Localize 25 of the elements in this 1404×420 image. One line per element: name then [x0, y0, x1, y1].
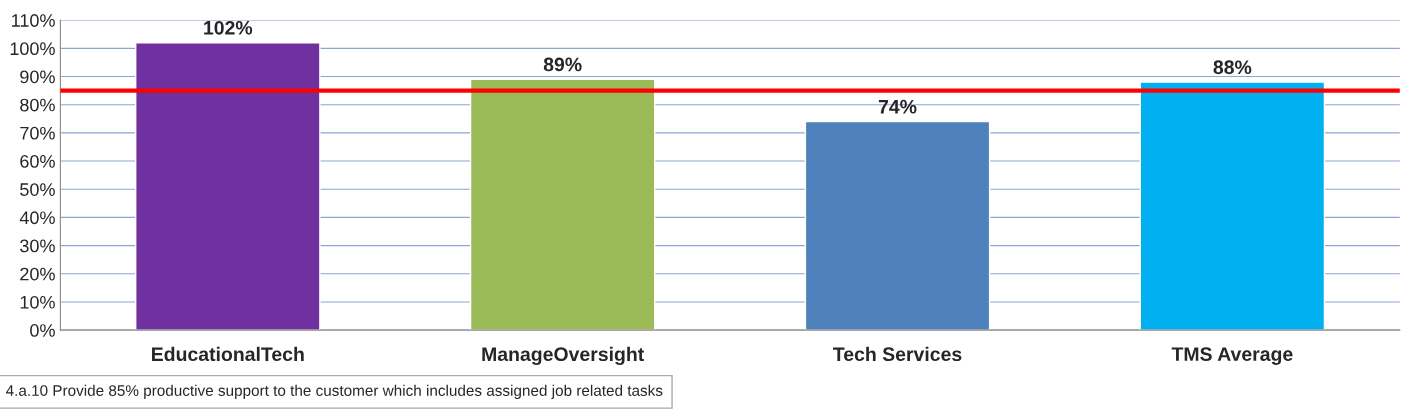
y-tick-label: 60% [20, 154, 55, 168]
bar [1139, 81, 1326, 331]
y-tick-label: 80% [20, 98, 55, 112]
bar [469, 78, 656, 331]
y-tick-label: 100% [10, 42, 55, 56]
data-label: 74% [878, 99, 917, 114]
x-tick-label: ManageOversight [482, 346, 644, 365]
data-label: 89% [543, 57, 582, 72]
x-tick-label: Tech Services [833, 346, 962, 362]
x-tick-label: EducationalTech [152, 346, 304, 362]
y-tick-label: 20% [20, 267, 55, 281]
y-tick-label: 30% [20, 239, 55, 253]
data-label: 102% [204, 20, 253, 35]
y-tick-label: 10% [20, 295, 55, 309]
bar [804, 120, 991, 331]
y-tick-label: 90% [20, 70, 55, 84]
y-tick-label: 0% [30, 324, 55, 337]
data-label: 88% [1213, 60, 1252, 75]
text: 4.a.10 Provide 85% productive support to the customer which includes assigned job related tasks [5, 384, 663, 399]
y-tick-label: 110% [12, 14, 55, 27]
y-tick-label: 40% [19, 211, 55, 225]
bar [135, 42, 321, 331]
x-tick-label: TMS Average [1171, 347, 1293, 365]
y-tick-label: 70% [20, 126, 55, 140]
y-tick-label: 50% [20, 183, 55, 196]
